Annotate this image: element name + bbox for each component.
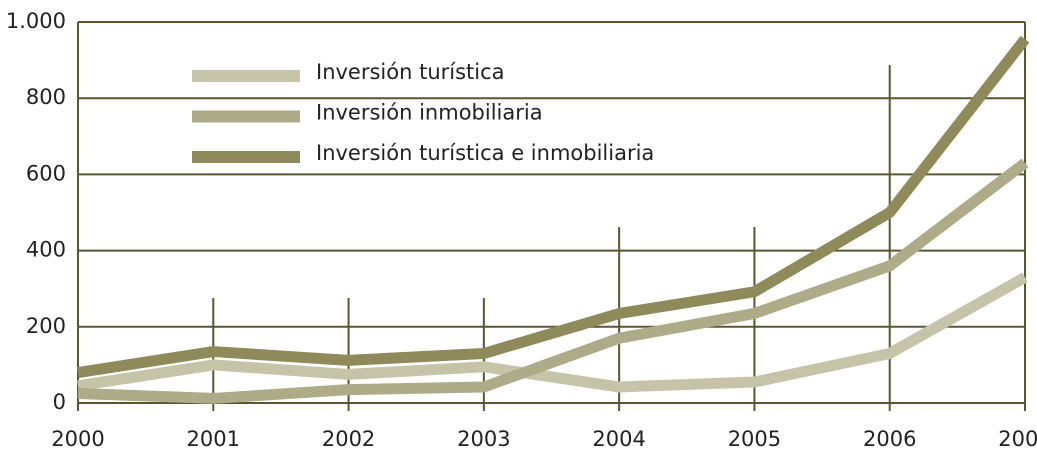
legend-label: Inversión turística	[316, 60, 505, 84]
x-tick-label: 2007	[998, 427, 1037, 451]
y-tick-label: 200	[26, 314, 66, 338]
y-tick-label: 400	[26, 238, 66, 262]
legend-label: Inversión inmobiliaria	[316, 101, 543, 125]
legend-label: Inversión turística e inmobiliaria	[316, 141, 654, 165]
y-tick-label: 1.000	[6, 9, 66, 33]
series-line	[77, 158, 1029, 404]
x-tick-label: 2006	[863, 427, 916, 451]
series-line	[77, 272, 1028, 393]
y-tick-label: 600	[26, 161, 66, 185]
x-tick-label: 2005	[728, 427, 781, 451]
series-line	[77, 35, 1030, 378]
x-tick-label: 2003	[457, 427, 510, 451]
y-tick-label: 800	[26, 85, 66, 109]
x-tick-label: 2004	[592, 427, 645, 451]
x-tick-label: 2000	[51, 427, 104, 451]
y-tick-label: 0	[53, 390, 66, 414]
x-tick-label: 2002	[322, 427, 375, 451]
x-tick-label: 2001	[187, 427, 240, 451]
